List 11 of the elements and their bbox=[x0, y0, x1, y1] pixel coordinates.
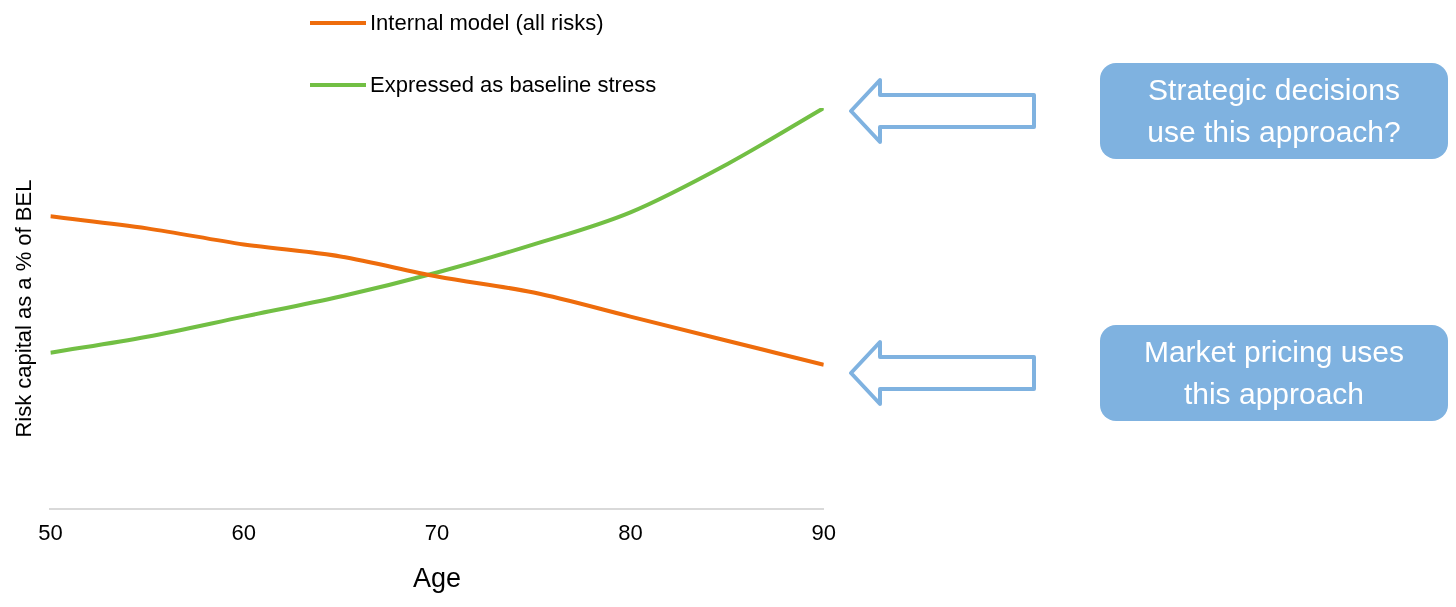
text: Market pricing uses this approach bbox=[1142, 334, 1406, 412]
legend-label: Expressed as baseline stress bbox=[370, 72, 657, 98]
legend-label: Internal model (all risks) bbox=[370, 10, 604, 36]
text: Strategic decisions use this approach? bbox=[1146, 72, 1402, 150]
x-axis-title: Age bbox=[413, 563, 462, 594]
x-tick-label: 60 bbox=[231, 520, 256, 546]
x-tick-label: 70 bbox=[424, 520, 450, 546]
x-tick-label: 80 bbox=[618, 520, 643, 546]
x-tick-label: 50 bbox=[38, 520, 63, 546]
y-axis-title: Risk capital as a % of BEL bbox=[11, 179, 37, 438]
x-tick-label: 90 bbox=[811, 520, 837, 546]
